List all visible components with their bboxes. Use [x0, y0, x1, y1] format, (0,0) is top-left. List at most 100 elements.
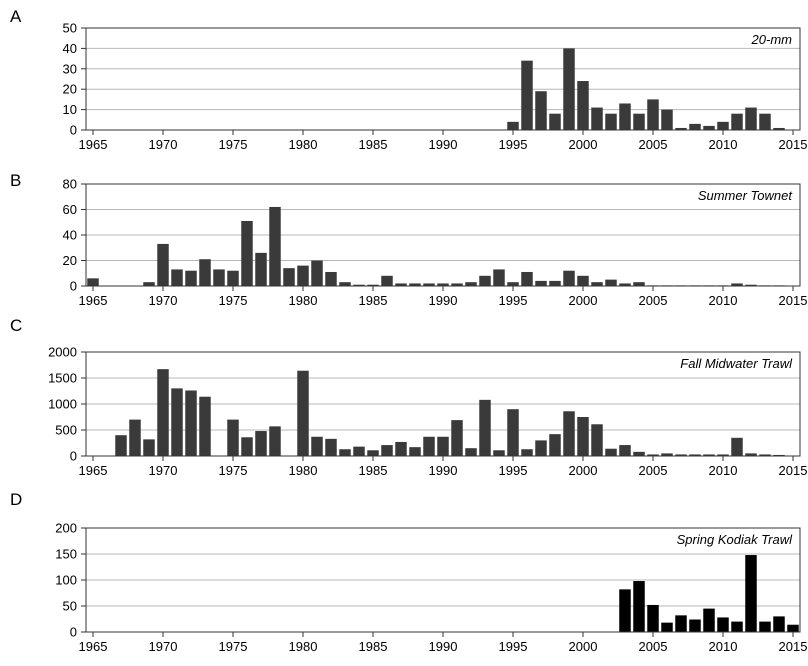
y-tick-label: 500 [55, 423, 77, 438]
panel-title: Spring Kodiak Trawl [677, 532, 793, 547]
bar-2004 [633, 581, 645, 632]
bar-2009 [703, 125, 715, 130]
panel-letter: A [10, 7, 22, 26]
bar-1998 [549, 434, 561, 456]
bar-2003 [619, 445, 631, 456]
bar-1991 [451, 283, 463, 286]
bar-1983 [339, 282, 351, 286]
x-tick-label: 2005 [639, 293, 668, 308]
bar-2009 [703, 454, 715, 456]
bar-2003 [619, 589, 631, 632]
x-tick-label: 2005 [639, 463, 668, 478]
panel-letter: B [10, 171, 21, 190]
bar-1978 [269, 206, 281, 286]
x-tick-label: 1965 [79, 463, 108, 478]
bar-2009 [703, 608, 715, 632]
bar-1985 [367, 450, 379, 456]
bar-1996 [521, 449, 533, 456]
x-tick-label: 1990 [429, 463, 458, 478]
bar-1965 [87, 278, 99, 286]
x-tick-label: 1990 [429, 639, 458, 654]
bar-2004 [633, 113, 645, 130]
bar-1970 [157, 369, 169, 456]
bar-2011 [731, 113, 743, 130]
bar-1971 [171, 388, 183, 456]
y-tick-label: 50 [63, 21, 77, 36]
bar-2011 [731, 437, 743, 456]
bar-2012 [745, 107, 757, 130]
x-tick-label: 1965 [79, 639, 108, 654]
bar-1991 [451, 420, 463, 456]
y-tick-label: 20 [63, 82, 77, 97]
bar-1981 [311, 436, 323, 456]
y-tick-label: 50 [63, 599, 77, 614]
y-tick-label: 60 [63, 202, 77, 217]
bar-2005 [647, 604, 659, 632]
bar-1982 [325, 438, 337, 456]
x-tick-label: 1980 [289, 293, 318, 308]
bar-1997 [535, 440, 547, 456]
bar-1988 [409, 447, 421, 456]
x-tick-label: 1970 [149, 137, 178, 152]
bar-2000 [577, 81, 589, 130]
bar-1967 [115, 435, 127, 456]
x-tick-label: 1980 [289, 463, 318, 478]
bar-2010 [717, 454, 729, 456]
panel-b: 0 20 40 60 80 1965 1970 1975 1980 1985 1990 1995 200… [10, 171, 807, 308]
x-tick-label: 2015 [779, 639, 808, 654]
panel-a: 0 10 20 30 40 50 1965 1970 1975 1980 1985 1990 1995 2… [10, 7, 807, 152]
bar-1992 [465, 448, 477, 456]
x-tick-label: 1995 [499, 639, 528, 654]
bar-2013 [759, 113, 771, 130]
bar-1986 [381, 275, 393, 286]
x-tick-label: 2015 [779, 293, 808, 308]
x-tick-label: 2000 [569, 293, 598, 308]
x-tick-label: 1970 [149, 639, 178, 654]
bar-2007 [675, 454, 687, 456]
bar-1996 [521, 60, 533, 130]
x-tick-label: 1980 [289, 639, 318, 654]
y-tick-label: 200 [55, 521, 77, 536]
bar-1973 [199, 396, 211, 456]
bar-1975 [227, 270, 239, 286]
x-tick-label: 2010 [709, 137, 738, 152]
bar-1997 [535, 91, 547, 130]
x-tick-label: 1975 [219, 639, 248, 654]
panel-title: Fall Midwater Trawl [680, 356, 793, 371]
bar-1999 [563, 48, 575, 130]
bar-1980 [297, 265, 309, 286]
x-tick-label: 1990 [429, 293, 458, 308]
bar-1986 [381, 445, 393, 456]
y-tick-label: 150 [55, 547, 77, 562]
bar-2002 [605, 448, 617, 456]
bar-2004 [633, 282, 645, 286]
bar-1996 [521, 271, 533, 286]
bar-2014 [773, 454, 785, 456]
bar-1984 [353, 284, 365, 286]
panel-letter: C [10, 316, 22, 335]
bar-1998 [549, 280, 561, 286]
bar-1976 [241, 220, 253, 286]
bar-2002 [605, 113, 617, 130]
bar-1995 [507, 282, 519, 286]
panel-letter: D [10, 490, 22, 509]
y-tick-label: 0 [70, 625, 77, 640]
bar-1972 [185, 390, 197, 456]
y-tick-label: 0 [70, 449, 77, 464]
y-tick-label: 40 [63, 41, 77, 56]
bar-2006 [661, 622, 673, 632]
x-tick-label: 1985 [359, 137, 388, 152]
x-tick-label: 1995 [499, 463, 528, 478]
bar-1983 [339, 449, 351, 456]
x-tick-label: 1970 [149, 463, 178, 478]
x-tick-label: 2010 [709, 463, 738, 478]
x-tick-label: 2015 [779, 463, 808, 478]
x-tick-label: 1995 [499, 293, 528, 308]
bar-2008 [689, 619, 701, 632]
bar-2013 [759, 621, 771, 632]
y-tick-label: 100 [55, 573, 77, 588]
bar-1993 [479, 275, 491, 286]
bar-2000 [577, 275, 589, 286]
bar-2002 [605, 279, 617, 286]
